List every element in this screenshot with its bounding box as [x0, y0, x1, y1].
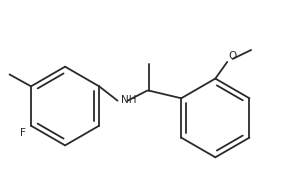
Text: O: O	[228, 51, 237, 61]
Text: NH: NH	[120, 95, 136, 105]
Text: F: F	[20, 128, 26, 138]
